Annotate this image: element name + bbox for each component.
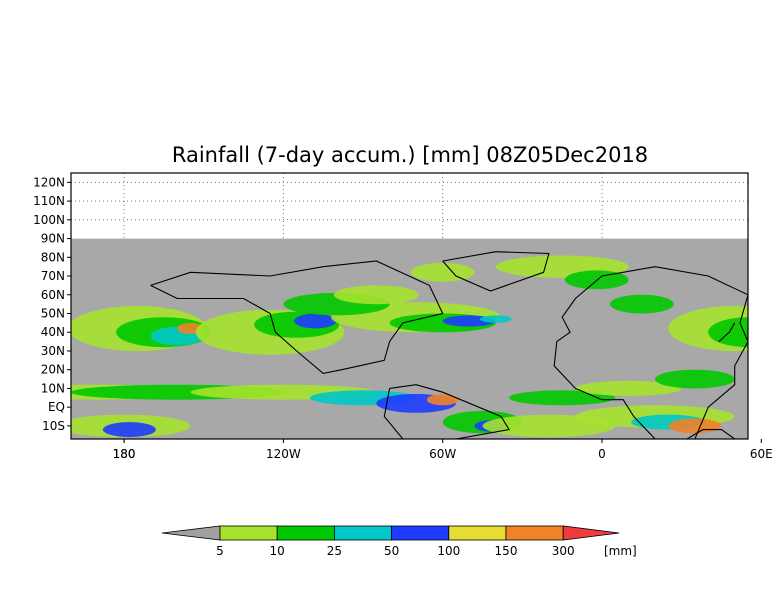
x-tick-label: 120W <box>266 447 301 461</box>
x-tick-label: 0 <box>598 447 606 461</box>
coastline <box>383 384 510 439</box>
colorbar-swatch <box>276 525 335 541</box>
map-plot-area: 120N 110N 100N 90N 80N 70N 60N 50N 40N 30N 20N 10N E… <box>33 172 773 461</box>
precipitation-field <box>71 255 748 438</box>
y-tick-label: 30N <box>41 344 65 358</box>
colorbar-swatch <box>448 525 507 541</box>
precip-patch <box>426 394 459 406</box>
precip-patch <box>609 294 674 314</box>
precip-patch <box>333 285 419 305</box>
coastline <box>686 429 736 439</box>
x-tick-label: 60E <box>750 447 773 461</box>
colorbar-swatch <box>505 525 564 541</box>
coastline <box>442 251 550 292</box>
precip-patch <box>294 313 337 329</box>
y-tick-label: 10S <box>42 419 65 433</box>
coastline <box>747 294 748 342</box>
coastline <box>150 260 444 374</box>
graticule <box>71 173 748 239</box>
y-tick-label: 90N <box>41 232 65 246</box>
colorbar-level-label: 25 <box>327 544 342 558</box>
precip-patch <box>708 317 748 348</box>
x-tick-label: 180 <box>113 447 136 461</box>
y-tick-label: 60N <box>41 288 65 302</box>
y-tick-label: 110N <box>33 194 65 208</box>
y-tick-label: 10N <box>41 381 65 395</box>
latitude-axis: 120N 110N 100N 90N 80N 70N 60N 50N 40N 30N 20N 10N E… <box>33 175 71 433</box>
map-title: Rainfall (7-day accum.) [mm] 08Z05Dec201… <box>172 143 648 167</box>
coastline <box>553 266 748 439</box>
coastlines <box>150 251 748 439</box>
y-tick-label: 100N <box>33 213 65 227</box>
y-tick-label: 70N <box>41 269 65 283</box>
colorbar-swatch <box>219 525 278 541</box>
coastline <box>718 322 736 343</box>
colorbar-level-label: 150 <box>495 544 518 558</box>
colorbar-swatches <box>161 525 620 541</box>
y-tick-label: EQ <box>48 400 65 414</box>
precip-patch <box>575 380 682 396</box>
colorbar: 5 10 25 50 100 150 300 [mm] <box>161 525 637 558</box>
longitude-axis: 180120W60W060E120E180 <box>113 439 773 461</box>
x-tick-label: 180 <box>113 447 136 461</box>
y-tick-label: 40N <box>41 325 65 339</box>
colorbar-level-label: 10 <box>270 544 285 558</box>
y-tick-label: 120N <box>33 175 65 189</box>
plot-frame <box>70 172 749 440</box>
x-tick-label: 60W <box>429 447 456 461</box>
colorbar-swatch <box>161 525 221 541</box>
colorbar-level-label: 50 <box>384 544 399 558</box>
colorbar-level-label: 300 <box>552 544 575 558</box>
colorbar-swatch <box>333 525 392 541</box>
y-tick-label: 20N <box>41 363 65 377</box>
y-tick-label: 80N <box>41 250 65 264</box>
precip-patch <box>479 315 512 323</box>
precip-patch <box>410 262 475 282</box>
colorbar-level-label: 5 <box>216 544 224 558</box>
precip-patch <box>668 418 722 434</box>
colorbar-swatch <box>562 525 620 541</box>
colorbar-labels: 5 10 25 50 100 150 300 <box>216 544 574 558</box>
colorbar-unit: [mm] <box>604 544 637 558</box>
colorbar-level-label: 100 <box>437 544 460 558</box>
colorbar-swatch <box>391 525 450 541</box>
precip-patch <box>102 422 156 438</box>
y-tick-label: 50N <box>41 307 65 321</box>
precip-patch <box>655 369 735 389</box>
